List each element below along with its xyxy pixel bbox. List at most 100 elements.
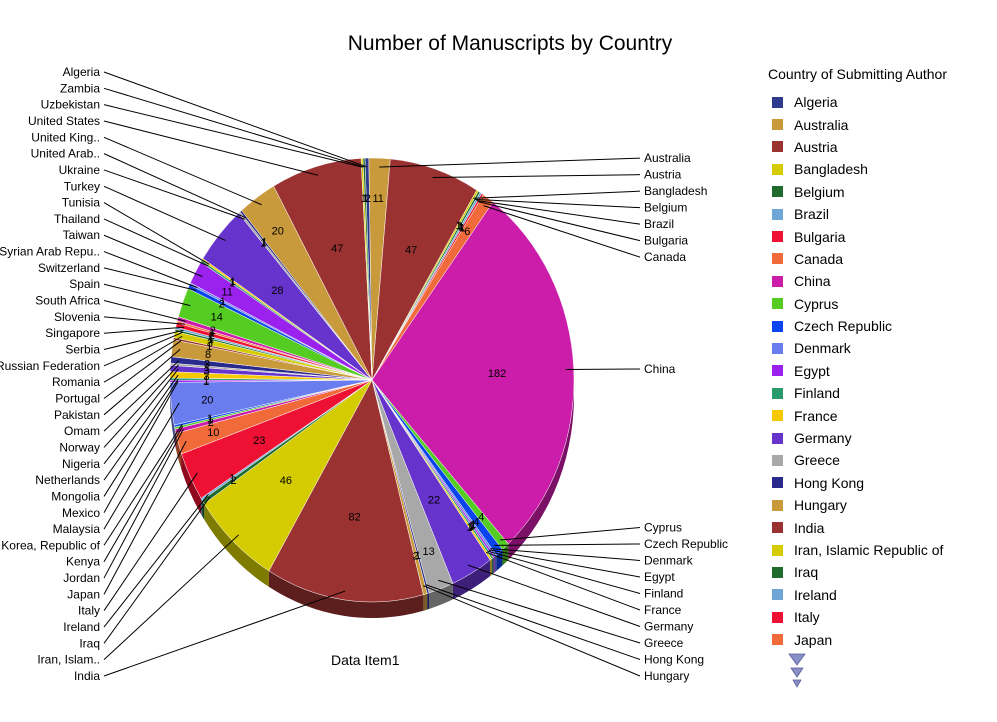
leader-line-italy: [103, 472, 198, 611]
leader-line-iran-islamic-republic-of: [103, 534, 240, 661]
legend-item-belgium[interactable]: Belgium: [768, 181, 993, 203]
legend-label: Iran, Islamic Republic of: [794, 542, 944, 558]
legend-item-egypt[interactable]: Egypt: [768, 360, 993, 382]
legend-item-greece[interactable]: Greece: [768, 449, 993, 471]
leader-line-romania: [103, 335, 183, 383]
legend-swatch: [772, 275, 783, 287]
slice-label-denmark: Denmark: [644, 554, 694, 568]
value-label-nigeria: 3: [204, 366, 210, 378]
leader-line-netherlands: [103, 374, 179, 481]
legend-item-bulgaria[interactable]: Bulgaria: [768, 225, 993, 247]
slice-label-austria: Austria: [644, 168, 682, 182]
legend-swatch: [772, 477, 783, 489]
pie-slice-austria[interactable]: [371, 158, 478, 381]
leader-line-germany: [467, 564, 641, 627]
slice-label-turkey: Turkey: [64, 179, 100, 193]
value-label-united-arab: 1: [261, 237, 267, 249]
slice-depth-greece: [429, 583, 453, 609]
triangle-down-icon: [788, 653, 806, 688]
value-label-canada: 6: [464, 226, 470, 238]
legend-item-china[interactable]: China: [768, 270, 993, 292]
legend-item-hong-kong[interactable]: Hong Kong: [768, 472, 993, 494]
legend-item-iran-islamic-republic-of[interactable]: Iran, Islamic Republic of: [768, 539, 993, 561]
slice-label-omam: Omam: [64, 424, 100, 438]
legend-swatch: [772, 387, 783, 399]
legend-item-india[interactable]: India: [768, 516, 993, 538]
slice-depth-denmark: [494, 554, 497, 573]
slice-label-germany: Germany: [644, 620, 693, 634]
legend-swatch: [772, 454, 783, 466]
value-label-algeria: 2: [365, 193, 371, 205]
legend-title: Country of Submitting Author: [768, 66, 947, 82]
value-label-iran-islamic-republic-of: 46: [280, 475, 292, 487]
legend-item-japan[interactable]: Japan: [768, 628, 993, 650]
legend-item-denmark[interactable]: Denmark: [768, 337, 993, 359]
legend-item-canada[interactable]: Canada: [768, 248, 993, 270]
legend-items: Algeria Australia Austria Bangladesh Belgium…: [768, 91, 993, 651]
legend-item-algeria[interactable]: Algeria: [768, 91, 993, 113]
slice-depth-malaysia: [170, 382, 175, 441]
value-label-bulgaria: 1: [460, 223, 466, 235]
legend-item-brazil[interactable]: Brazil: [768, 203, 993, 225]
leader-line-algeria: [103, 71, 368, 168]
legend-item-finland[interactable]: Finland: [768, 382, 993, 404]
legend-item-italy[interactable]: Italy: [768, 606, 993, 628]
value-label-france: 1: [466, 522, 472, 534]
slice-label-iraq: Iraq: [79, 636, 100, 650]
legend: Country of Submitting Author Algeria Aust…: [768, 66, 993, 693]
legend-item-czech-republic[interactable]: Czech Republic: [768, 315, 993, 337]
legend-swatch: [772, 589, 783, 601]
value-label-belgium: 1: [457, 221, 463, 233]
legend-item-austria[interactable]: Austria: [768, 136, 993, 158]
legend-item-australia[interactable]: Australia: [768, 113, 993, 135]
slice-label-slovenia: Slovenia: [54, 310, 100, 324]
legend-swatch: [772, 566, 783, 578]
legend-swatch: [772, 119, 783, 131]
slice-label-czech-republic: Czech Republic: [644, 537, 728, 551]
leader-line-greece: [438, 579, 641, 644]
slice-depth-iran-islamic-republic-of: [204, 503, 269, 587]
leader-line-syrian-arab-repu: [103, 251, 198, 289]
legend-item-cyprus[interactable]: Cyprus: [768, 293, 993, 315]
value-label-malaysia: 20: [201, 395, 213, 407]
slice-depth-japan: [175, 433, 182, 470]
leader-line-ukraine: [103, 169, 245, 220]
legend-swatch: [772, 208, 783, 220]
legend-label: China: [794, 273, 831, 290]
value-label-china: 182: [488, 368, 506, 380]
slice-label-canada: Canada: [644, 250, 686, 264]
legend-label: Hong Kong: [794, 474, 865, 491]
leader-line-switzerland: [103, 267, 197, 291]
value-label-japan: 10: [207, 427, 219, 439]
legend-item-hungary[interactable]: Hungary: [768, 494, 993, 516]
slice-label-belgium: Belgium: [644, 201, 687, 215]
legend-item-ireland[interactable]: Ireland: [768, 584, 993, 606]
legend-item-france[interactable]: France: [768, 404, 993, 426]
slice-label-cyprus: Cyprus: [644, 521, 682, 535]
leader-line-zambia: [103, 87, 365, 168]
legend-item-germany[interactable]: Germany: [768, 427, 993, 449]
leader-line-portugal: [103, 339, 182, 399]
legend-scroll-down-button[interactable]: [788, 653, 806, 693]
value-label-ukraine: 1: [260, 238, 266, 250]
leader-line-united-arab: [103, 153, 247, 219]
legend-item-bangladesh[interactable]: Bangladesh: [768, 158, 993, 180]
legend-label: Denmark: [794, 340, 851, 357]
pie-slice-zambia[interactable]: [362, 157, 373, 381]
leader-line-korea-republic-of: [103, 423, 183, 546]
value-label-australia: 11: [373, 193, 384, 205]
value-label-korea-republic-of: 1: [207, 413, 213, 425]
slice-label-iran-islamic-republic-of: Iran, Islam..: [37, 653, 100, 667]
leader-line-bulgaria: [477, 201, 641, 242]
slice-label-netherlands: Netherlands: [35, 473, 100, 487]
leader-line-omam: [103, 360, 180, 432]
legend-swatch: [772, 365, 783, 377]
pie-slice-india[interactable]: [268, 379, 424, 603]
leader-line-india: [103, 590, 346, 677]
legend-swatch: [772, 611, 783, 623]
legend-item-iraq[interactable]: Iraq: [768, 561, 993, 583]
slice-label-united-king: United King..: [31, 130, 100, 144]
legend-swatch: [772, 499, 783, 511]
pie-slice-united-states[interactable]: [273, 158, 373, 381]
legend-swatch: [772, 253, 783, 265]
